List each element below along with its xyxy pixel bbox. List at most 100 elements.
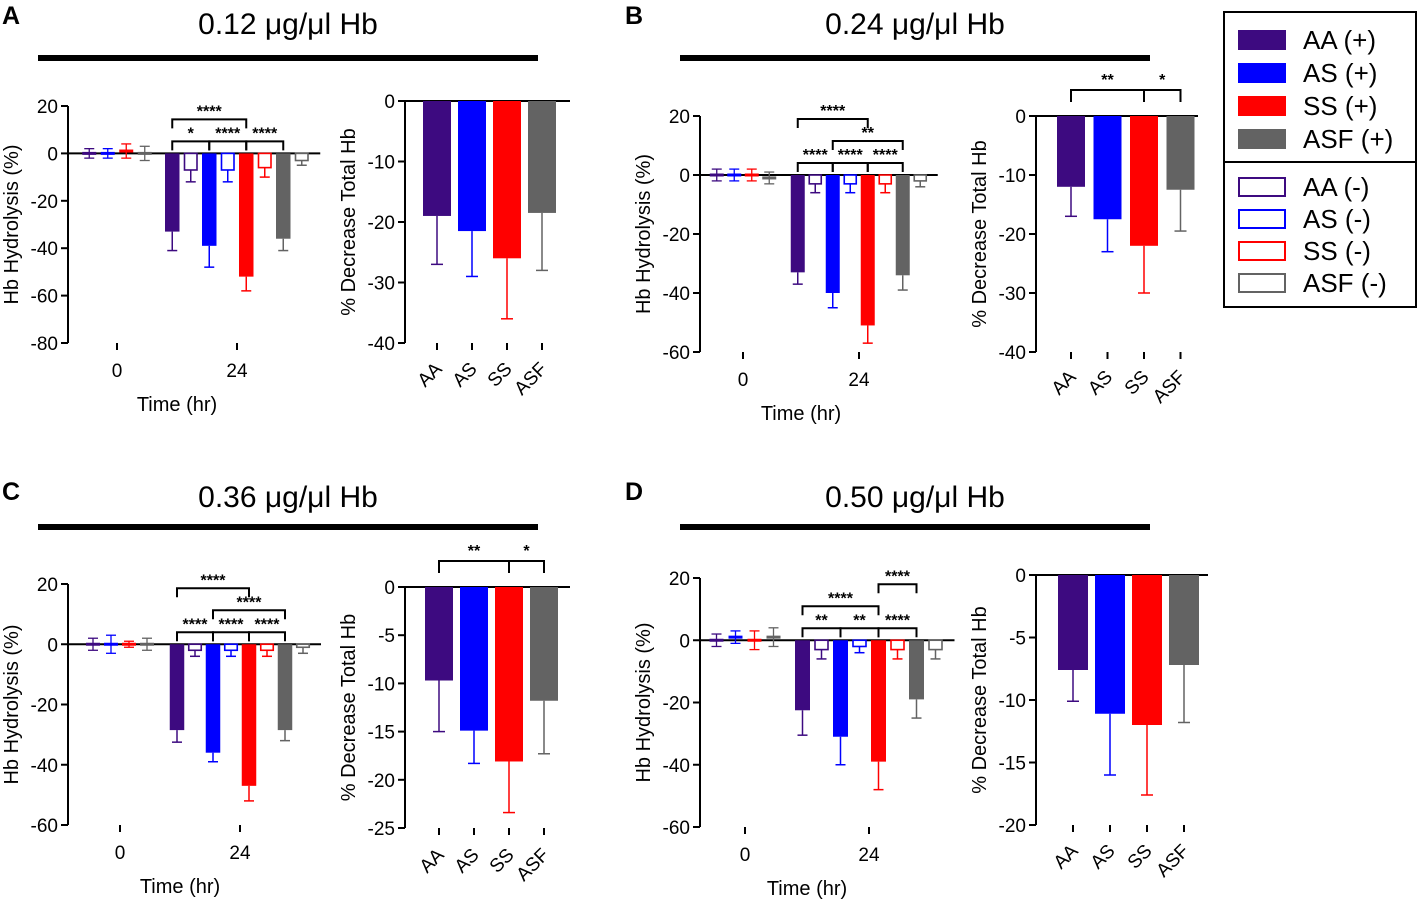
panel-c-dec-sig-bracket <box>508 560 545 573</box>
panel-a-dec-x-tick-label: AA <box>414 358 447 391</box>
panel-a-hyd-x-tick-label: 0 <box>112 361 123 382</box>
panel-b-hyd-t24-bar-hollow <box>843 174 858 185</box>
panel-b-dec-x-tick-label: AS <box>1084 367 1117 400</box>
panel-d-hyd-y-tick-label: -20 <box>663 694 690 715</box>
panel-c-dec-bar <box>425 587 453 681</box>
legend-label: SS (-) <box>1303 236 1371 266</box>
panel-c-hyd-y-tick-label: -20 <box>31 696 58 717</box>
panel-b-hyd-t24-bar-filled <box>895 175 910 276</box>
panel-b-dec-x-tick-label: AA <box>1048 366 1081 399</box>
panel-a-hyd-t24-bar-filled <box>165 153 180 232</box>
panel-a-hyd-t24-bar-filled <box>202 153 217 246</box>
panel-c-dec-y-axis-title: % Decrease Total Hb <box>338 614 360 802</box>
panel-a-hyd-sig-label: **** <box>197 103 223 120</box>
legend-swatch-filled <box>1238 96 1286 116</box>
panel-b-hyd-sig-bracket <box>796 118 869 128</box>
panel-c-dec-x-tick-label: ASF <box>513 845 554 886</box>
panel-d-hyd-x-tick-label: 24 <box>858 845 880 866</box>
panel-b-dec-bar <box>1057 116 1085 187</box>
panel-d-hyd-y-axis-title: Hb Hydrolysis (%) <box>633 622 655 782</box>
panel-c-dec-y-tick-label: -10 <box>368 674 395 695</box>
panel-a-hyd-y-tick-label: 0 <box>47 144 58 165</box>
panel-a-hyd-sig-bracket <box>171 140 211 151</box>
panel-b-hyd-x-axis-title: Time (hr) <box>761 403 841 425</box>
panel-b-hyd-sig-label: **** <box>820 103 846 120</box>
panel-c-hyd-y-tick-label: 20 <box>37 575 58 596</box>
panel-d-hyd-x-axis-title: Time (hr) <box>767 878 847 900</box>
panel-c-hyd-y-tick-label: -40 <box>31 756 58 777</box>
panel-a-hyd-x-axis-title: Time (hr) <box>137 394 217 416</box>
panel-a-dec-y-tick-label: 0 <box>384 92 395 113</box>
panel-b-hyd-sig-bracket <box>831 162 869 172</box>
panel-d-dec-bar <box>1169 575 1199 665</box>
panel-a-hyd-y-tick-label: -20 <box>31 192 58 213</box>
panel-a-hyd-sig-bracket <box>171 118 248 129</box>
panel-d-hyd-sig-bracket <box>839 627 880 638</box>
panel-a-hyd-y-axis-title: Hb Hydrolysis (%) <box>1 144 23 304</box>
panel-b-hyd-sig-label: **** <box>838 147 864 164</box>
panel-c-dec-y-tick-label: -5 <box>378 626 395 647</box>
panel-d-hyd-t24-bar-filled <box>871 640 886 762</box>
legend-label: AA (-) <box>1303 172 1369 202</box>
panel-a-dec-y-tick-label: -30 <box>368 274 395 295</box>
panel-c-hyd-t24-bar-hollow <box>295 643 311 649</box>
panel-d-hyd-sig-bracket <box>877 583 918 594</box>
panel-b-hyd-t24-bar-filled <box>825 175 840 293</box>
panel-d-hyd-y-tick-label: 0 <box>679 631 690 652</box>
panel-b-hyd-y-tick-label: -40 <box>663 284 690 305</box>
panel-a-hyd-t24-bar-filled <box>276 153 291 239</box>
panel-c-hyd-sig-bracket <box>176 631 214 642</box>
panel-a-dec-y-tick-label: -20 <box>368 213 395 234</box>
legend-label: AA (+) <box>1303 25 1376 55</box>
panel-c-dec-bar <box>460 587 488 731</box>
panel-d-title: 0.50 μg/μl Hb <box>825 481 1005 514</box>
panel-b-dec-y-tick-label: -30 <box>999 284 1026 305</box>
panel-d-hyd-t24-bar-filled <box>833 640 848 737</box>
panel-c-hyd-sig-label: **** <box>201 572 227 589</box>
panel-b-dec-y-tick-label: -20 <box>999 225 1026 246</box>
panel-c-hyd-sig-bracket <box>176 587 250 598</box>
panel-c-dec-sig-label: * <box>523 543 530 560</box>
panel-a-hyd-y-tick-label: -60 <box>31 287 58 308</box>
legend-label: ASF (+) <box>1303 124 1393 154</box>
panel-d-hyd-t24-bar-filled <box>909 640 924 700</box>
panel-a-hyd-t24-bar-hollow <box>294 152 309 162</box>
panel-b-hyd-sig-bracket <box>831 140 904 150</box>
panel-c-hyd-sig-bracket <box>212 609 286 620</box>
panel-a-hyd-t24-bar-filled <box>239 153 254 277</box>
legend: AA (+)AS (+)SS (+)ASF (+) AA (-)AS (-)SS … <box>1223 11 1417 308</box>
panel-b-hydrolysis-chart: 20 0 -20 -40 -60 0 24 Time (hr) Hb Hydrolysis (%… <box>633 103 938 425</box>
panel-c-hyd-y-axis-title: Hb Hydrolysis (%) <box>1 624 23 784</box>
panel-label-a: A <box>2 2 20 30</box>
panel-a-title: 0.12 μg/μl Hb <box>198 8 378 41</box>
panel-d-dec-y-tick-label: -15 <box>999 754 1026 775</box>
legend-swatch-hollow <box>1238 177 1286 197</box>
panel-b-dec-sig-bracket <box>1070 89 1145 102</box>
panel-d-hyd-sig-label: **** <box>885 612 911 629</box>
panel-b-hyd-x-tick-label: 0 <box>738 370 749 391</box>
panel-a-hyd-sig-label: **** <box>215 125 241 142</box>
panel-c-hyd-t24-bar-filled <box>205 644 221 753</box>
panel-label-b: B <box>625 2 643 30</box>
panel-b-hyd-t24-bar-filled <box>790 175 805 273</box>
panel-d: 20 0 -20 -40 -60 0 24 Time (hr) Hb Hydrolysis (%… <box>633 566 1208 900</box>
panel-d-hyd-t24-bar-hollow <box>890 639 905 651</box>
panel-c-dec-sig-label: ** <box>468 543 481 560</box>
panel-a-hyd-y-tick-label: -80 <box>31 334 58 355</box>
panel-d-hyd-t24-bar-hollow <box>928 639 943 651</box>
panel-b-hyd-sig-label: ** <box>862 125 875 142</box>
panel-d-dec-y-tick-label: -5 <box>1009 629 1026 650</box>
panel-label-d: D <box>625 478 643 506</box>
panel-b-hyd-y-tick-label: -20 <box>663 225 690 246</box>
panel-d-hyd-t24-bar-filled <box>795 640 810 711</box>
panel-b-hyd-y-tick-label: 0 <box>679 166 690 187</box>
legend-swatch-hollow <box>1238 209 1286 229</box>
panel-b-hyd-y-tick-label: -60 <box>663 343 690 364</box>
panel-c-dec-bar <box>530 587 558 701</box>
panel-a-dec-y-tick-label: -40 <box>368 334 395 355</box>
panel-b-dec-x-tick-label: SS <box>1121 367 1154 400</box>
panel-d-hyd-sig-bracket <box>801 627 842 638</box>
legend-swatch-filled <box>1238 63 1286 83</box>
panel-b-hyd-sig-label: **** <box>803 147 829 164</box>
